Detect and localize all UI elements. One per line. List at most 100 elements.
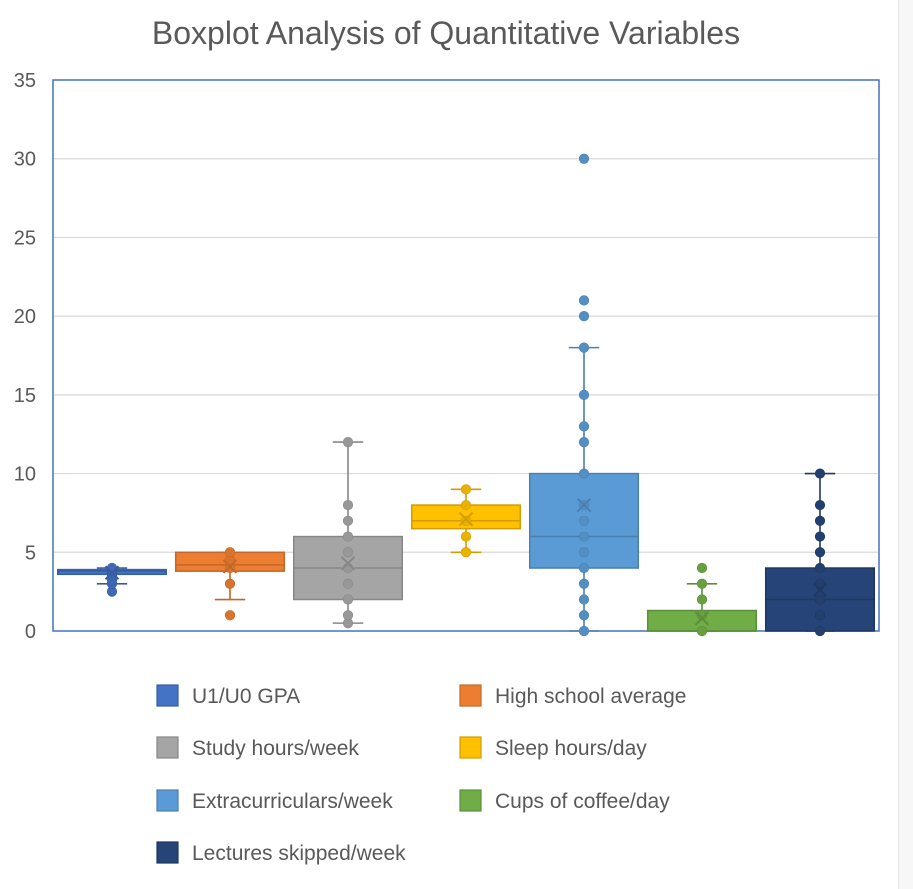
data-point <box>342 531 354 542</box>
data-point <box>460 547 472 558</box>
data-point <box>342 578 354 589</box>
chart-title: Boxplot Analysis of Quantitative Variabl… <box>152 15 740 51</box>
box-4 <box>410 484 522 558</box>
data-point <box>460 515 472 526</box>
data-point <box>696 625 708 637</box>
data-point <box>814 594 826 605</box>
legend-swatch <box>156 736 179 759</box>
legend-swatch <box>156 841 179 864</box>
data-point <box>578 562 590 574</box>
y-tick-label-25: 25 <box>14 227 36 249</box>
data-point <box>578 311 590 322</box>
legend-label: U1/U0 GPA <box>192 685 300 708</box>
data-point <box>814 499 826 511</box>
data-point <box>814 625 826 637</box>
data-point <box>578 578 590 589</box>
gridlines <box>54 158 878 553</box>
mean-marker <box>576 497 592 513</box>
y-tick-label-15: 15 <box>14 385 36 407</box>
y-tick-label-5: 5 <box>25 542 36 564</box>
legend: U1/U0 GPA High school average Study hours/… <box>156 684 686 865</box>
data-point <box>578 625 590 637</box>
data-point <box>578 547 590 558</box>
legend-label: High school average <box>495 685 686 708</box>
mean-marker <box>340 556 356 571</box>
legend-swatch <box>156 789 179 812</box>
legend-item-5: Extracurriculars/week <box>156 789 393 813</box>
mean-marker <box>812 582 828 598</box>
data-point <box>814 515 826 526</box>
y-tick-label-35: 35 <box>14 70 36 92</box>
y-tick-label-10: 10 <box>14 464 36 486</box>
data-point <box>814 547 826 558</box>
data-point <box>814 562 826 574</box>
data-point <box>224 547 236 558</box>
y-axis: 0 5 10 15 20 25 30 35 <box>14 70 36 643</box>
data-point <box>460 484 472 495</box>
data-point <box>342 499 354 511</box>
legend-label: Lectures skipped/week <box>192 842 406 865</box>
legend-swatch <box>156 684 179 707</box>
y-tick-label-0: 0 <box>25 621 36 643</box>
legend-swatch <box>459 736 482 759</box>
box-3 <box>292 436 404 629</box>
mean-marker-stroke <box>222 559 238 574</box>
mean-marker <box>694 611 710 626</box>
legend-item-2: High school average <box>459 684 686 708</box>
data-point <box>578 436 590 448</box>
box-2 <box>174 547 286 621</box>
legend-item-1: U1/U0 GPA <box>156 684 300 708</box>
legend-item-3: Study hours/week <box>156 736 359 760</box>
mean-marker-stroke <box>458 512 474 527</box>
data-point <box>578 389 590 400</box>
legend-item-7: Lectures skipped/week <box>156 841 406 865</box>
data-point <box>342 610 354 621</box>
data-point <box>696 594 708 605</box>
legend-label: Sleep hours/day <box>495 737 647 760</box>
legend-label: Study hours/week <box>192 737 359 760</box>
legend-item-6: Cups of coffee/day <box>459 789 670 813</box>
box-1 <box>56 562 168 597</box>
legend-swatch <box>459 684 482 707</box>
y-tick-label-20: 20 <box>14 306 36 328</box>
data-point <box>696 562 708 574</box>
data-point <box>696 610 708 621</box>
data-point <box>342 594 354 605</box>
box-5 <box>528 153 640 637</box>
box-6 <box>646 562 758 637</box>
mean-marker <box>222 559 238 574</box>
data-point <box>460 499 472 511</box>
data-point <box>342 436 354 448</box>
data-point <box>814 531 826 542</box>
mean-marker-stroke <box>812 582 828 598</box>
mean-marker <box>104 565 120 580</box>
data-point <box>814 610 826 621</box>
mean-marker-stroke <box>576 497 592 513</box>
data-point <box>578 610 590 621</box>
data-point <box>578 515 590 526</box>
legend-label: Cups of coffee/day <box>495 790 670 813</box>
data-point <box>696 578 708 589</box>
data-point <box>578 468 590 479</box>
boxes <box>56 153 876 637</box>
legend-label: Extracurriculars/week <box>192 790 393 813</box>
mean-marker-stroke <box>104 565 120 580</box>
data-point <box>578 295 590 306</box>
data-point <box>224 578 236 589</box>
data-point <box>814 468 826 479</box>
y-tick-label-30: 30 <box>14 149 36 171</box>
mean-marker <box>458 512 474 527</box>
plot-area-border <box>52 79 880 632</box>
box-7 <box>764 468 876 637</box>
data-point <box>578 421 590 432</box>
data-point <box>224 610 236 621</box>
data-point <box>578 594 590 605</box>
legend-swatch <box>459 789 482 812</box>
data-point <box>460 531 472 542</box>
data-point <box>814 578 826 589</box>
legend-item-4: Sleep hours/day <box>459 736 647 760</box>
data-point <box>578 153 590 164</box>
page-edge <box>898 0 913 889</box>
data-point <box>578 342 590 353</box>
